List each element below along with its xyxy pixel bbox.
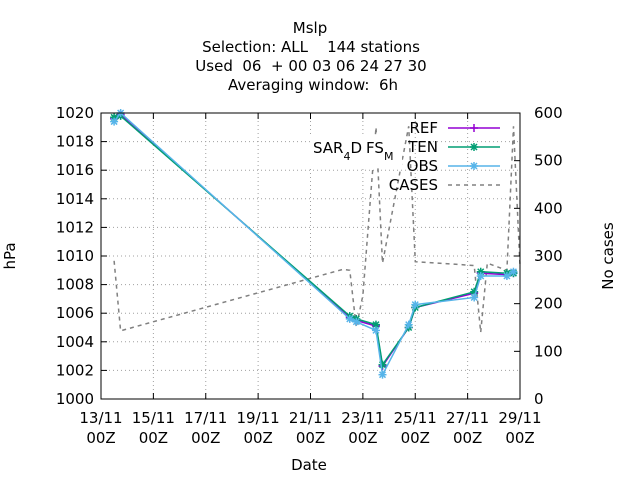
annotation-mid: D [350, 139, 362, 157]
y-tick-label: 1004 [56, 333, 94, 351]
marker-stroke [509, 268, 517, 276]
legend-marker-obs [470, 162, 478, 170]
marker-stroke [405, 321, 413, 329]
marker-stroke [372, 326, 380, 334]
marker-stroke [372, 321, 380, 329]
marker-stroke [503, 272, 511, 280]
y2-tick-label: 200 [534, 295, 563, 313]
title-line-1: Mslp [293, 19, 327, 37]
marker-stroke [477, 272, 485, 280]
x-tick-label-date: 13/11 [79, 409, 122, 427]
y-tick-label: 1000 [56, 390, 94, 408]
x-tick-label-date: 19/11 [237, 409, 280, 427]
x-tick-label-hour: 00Z [243, 429, 272, 447]
x-tick-label-date: 15/11 [132, 409, 175, 427]
legend-marker-ref [470, 124, 478, 132]
series-line-ten [113, 115, 514, 367]
title-line-4: Averaging window: 6h [228, 76, 398, 94]
x-axis-label: Date [291, 456, 327, 474]
marker-stroke [110, 118, 118, 126]
y2-tick-label: 600 [534, 104, 563, 122]
point-obs [476, 272, 485, 281]
y2-tick-label: 300 [534, 247, 563, 265]
data-series [110, 109, 521, 379]
annotation-sub-1: 4 [343, 150, 350, 163]
y-tick-label: 1010 [56, 247, 94, 265]
point-obs [371, 326, 380, 335]
legend-label-ten: TEN [407, 138, 438, 156]
point-obs [470, 293, 479, 302]
x-tick-label-hour: 00Z [296, 429, 325, 447]
point-obs [509, 267, 518, 276]
series-line-cases [113, 126, 521, 333]
marker-stroke [352, 318, 360, 326]
marker-stroke [378, 361, 387, 369]
y-tick-label: 1016 [56, 161, 94, 179]
point-obs [352, 317, 361, 326]
right-axis-ticks: 0 100 200 300 400 500 600 [514, 104, 563, 408]
x-tick-label-hour: 00Z [191, 429, 220, 447]
annotation-background [310, 136, 402, 168]
x-tick-label-hour: 00Z [86, 429, 115, 447]
legend-label-cases: CASES [389, 176, 438, 194]
y-tick-label: 1020 [56, 104, 94, 122]
point-obs [411, 300, 420, 309]
point-obs [502, 272, 511, 281]
point-ten [378, 360, 387, 369]
annotation-main: SAR [313, 139, 343, 157]
y2-tick-label: 500 [534, 152, 563, 170]
title-line-2: Selection: ALL 144 stations [202, 38, 420, 56]
x-tick-label-date: 27/11 [446, 409, 489, 427]
annotation-sar4dfsm: SAR4D FSM [310, 136, 402, 168]
y2-tick-label: 0 [534, 390, 544, 408]
y-tick-label: 1014 [56, 190, 94, 208]
legend-label-ref: REF [409, 119, 438, 137]
left-axis-ticks: 1000 1002 1004 1006 1008 1010 1012 1014 1016 1018… [56, 104, 107, 408]
x-tick-label-date: 23/11 [341, 409, 384, 427]
marker-stroke [411, 301, 419, 309]
x-tick-label-hour: 00Z [453, 429, 482, 447]
x-tick-label-date: 29/11 [498, 409, 541, 427]
y-tick-label: 1002 [56, 361, 94, 379]
legend-label-obs: OBS [407, 157, 438, 175]
y-axis-label: hPa [1, 242, 19, 269]
series-line-obs [113, 111, 514, 378]
annotation-text: SAR4D FSM [313, 139, 393, 163]
point-obs [404, 320, 413, 329]
y2-axis-label: No cases [599, 222, 617, 290]
point-ten [371, 320, 380, 329]
y-tick-label: 1018 [56, 133, 94, 151]
annotation-sub-2: FS [366, 139, 384, 157]
title-line-3: Used 06 + 00 03 06 24 27 30 [195, 57, 426, 75]
x-tick-label-date: 25/11 [394, 409, 437, 427]
chart-title: Mslp Selection: ALL 144 stations Used 06… [195, 19, 426, 94]
x-axis-ticks: 13/11 00Z 15/11 00Z 17/11 00Z 19/11 00Z 21/11 00Z… [79, 113, 542, 447]
x-tick-label-date: 17/11 [184, 409, 227, 427]
marker-stroke [470, 293, 478, 302]
point-obs [110, 117, 119, 126]
y2-tick-label: 400 [534, 199, 563, 217]
point-obs [378, 370, 387, 379]
y2-tick-label: 100 [534, 342, 563, 360]
y-tick-label: 1006 [56, 304, 94, 322]
x-tick-label-date: 21/11 [289, 409, 332, 427]
marker-stroke [378, 371, 387, 379]
x-tick-label-hour: 00Z [139, 429, 168, 447]
x-tick-label-hour: 00Z [401, 429, 430, 447]
marker-stroke [346, 315, 354, 323]
annotation-sub-3: M [384, 150, 394, 163]
legend-marker-ten [470, 143, 478, 151]
y-tick-label: 1008 [56, 276, 94, 294]
marker-stroke [470, 162, 478, 170]
x-tick-label-hour: 00Z [505, 429, 534, 447]
y-tick-label: 1012 [56, 218, 94, 236]
point-obs [345, 314, 354, 323]
x-tick-label-hour: 00Z [348, 429, 377, 447]
marker-stroke [470, 143, 478, 151]
